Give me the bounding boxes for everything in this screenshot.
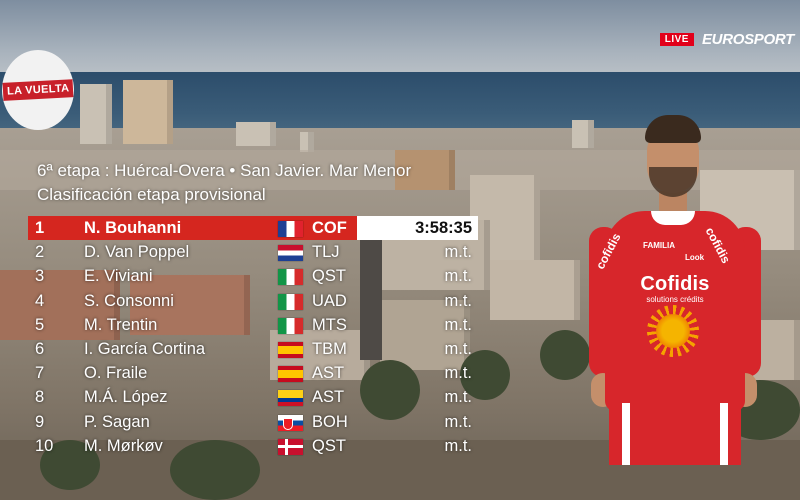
building [236,122,276,146]
la-vuelta-logo: LA VUELTA [2,50,74,130]
rider-name: M.Á. López [84,388,168,407]
result-row-leader: 1 N. Bouhanni COF 3:58:35 [28,216,478,241]
result-row: 5 M. Trentin MTS m.t. [28,313,478,337]
building [395,150,455,190]
rider-position: 5 [35,315,45,334]
team-code: MTS [312,315,347,334]
rider-name: M. Trentin [84,315,158,334]
live-badge: LIVE [659,33,694,46]
tower-building [80,84,112,144]
rider-position: 3 [35,267,45,286]
team-code: UAD [312,291,347,310]
team-code: AST [312,364,345,383]
tree [460,350,510,400]
finish-time: m.t. [444,364,473,383]
finish-time: m.t. [444,412,473,431]
team-code: AST [312,388,345,407]
rider-beard [649,167,697,197]
jersey-sponsor: Cofidis [640,273,710,295]
road [360,240,382,360]
result-row: 9 P. Sagan BOH m.t. [28,410,478,434]
flag-es-icon [278,341,303,358]
result-row: 4 S. Consonni UAD m.t. [28,289,478,313]
finish-time: 3:58:35 [415,219,472,237]
building [300,132,314,152]
result-row: 8 M.Á. López AST m.t. [28,385,478,409]
rider-position: 10 [35,436,54,455]
stage-title: 6ª etapa : Huércal-Overa • San Javier. M… [37,161,412,180]
classification-title: Clasificación etapa provisional [37,185,266,204]
results-table: 1 N. Bouhanni COF 3:58:35 2 D. Van Poppel TLJ m… [28,216,478,458]
rider-name: D. Van Poppel [84,243,190,262]
flag-it-icon [278,293,303,310]
result-row: 10 M. Mørkøv QST m.t. [28,434,478,458]
flag-es-icon [278,366,303,383]
rider-name: N. Bouhanni [84,219,182,237]
flag-it-icon [278,269,303,286]
building [572,120,594,148]
jersey-chest-text-right: Look [685,253,705,262]
rider-hair [645,115,701,143]
flag-sk-icon [278,414,303,431]
result-row: 3 E. Viviani QST m.t. [28,264,478,288]
rider-name: O. Fraile [84,364,148,383]
flag-fr-icon [278,221,303,237]
building [0,270,120,340]
tower-building [123,80,173,144]
jersey-sun-emblem-icon [647,305,699,357]
flag-co-icon [278,390,303,407]
result-row: 2 D. Van Poppel TLJ m.t. [28,240,478,264]
result-row: 7 O. Fraile AST m.t. [28,361,478,385]
rider-name: P. Sagan [84,412,150,431]
building [130,275,250,335]
finish-time: m.t. [444,436,473,455]
rider-figure: FAMILIA Look Cofidis solutions crédits c… [585,115,765,465]
finish-time: m.t. [444,243,473,262]
flag-dk-icon [278,438,303,455]
rider-shorts [609,403,741,465]
finish-time: m.t. [444,267,473,286]
flag-nl-icon [278,245,303,262]
rider-position: 2 [35,243,45,262]
building [490,260,580,320]
rider-name: M. Mørkøv [84,436,163,455]
team-code: QST [312,267,346,286]
finish-time: m.t. [444,315,473,334]
tree [170,440,260,500]
rider-position: 4 [35,291,45,310]
tree [40,440,100,490]
finish-time: m.t. [444,339,473,358]
rider-position: 6 [35,339,45,358]
rider-name: E. Viviani [84,267,153,286]
eurosport-logo: EUROSPORT [701,31,794,48]
jersey-collar [651,211,695,225]
rider-name: I. García Cortina [84,339,206,358]
rider-position: 9 [35,412,45,431]
jersey-sponsor-subtitle: solutions crédits [646,295,704,304]
team-code: TBM [312,339,347,358]
flag-it-icon [278,317,303,334]
team-code: TLJ [312,243,340,262]
team-code: QST [312,436,346,455]
result-row: 6 I. García Cortina TBM m.t. [28,337,478,361]
team-code: COF [312,219,347,237]
jersey-chest-text-left: FAMILIA [643,241,675,250]
tree [540,330,590,380]
rider-position: 8 [35,388,45,407]
finish-time: m.t. [444,388,473,407]
rider-position: 1 [35,219,45,237]
finish-time: m.t. [444,291,473,310]
leader-time-box [357,216,478,240]
rider-position: 7 [35,364,45,383]
la-vuelta-logo-text: LA VUELTA [2,79,74,101]
building [380,300,470,370]
tree [360,360,420,420]
team-code: BOH [312,412,348,431]
broadcaster-bug: LIVE EUROSPORT [659,31,794,48]
rider-name: S. Consonni [84,291,174,310]
